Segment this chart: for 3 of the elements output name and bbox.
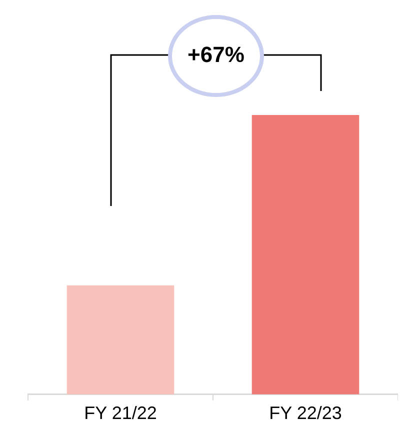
- x-tick-label: FY 21/22: [84, 403, 157, 424]
- x-tick-label: FY 22/23: [269, 403, 342, 424]
- text: +67%: [186, 42, 246, 68]
